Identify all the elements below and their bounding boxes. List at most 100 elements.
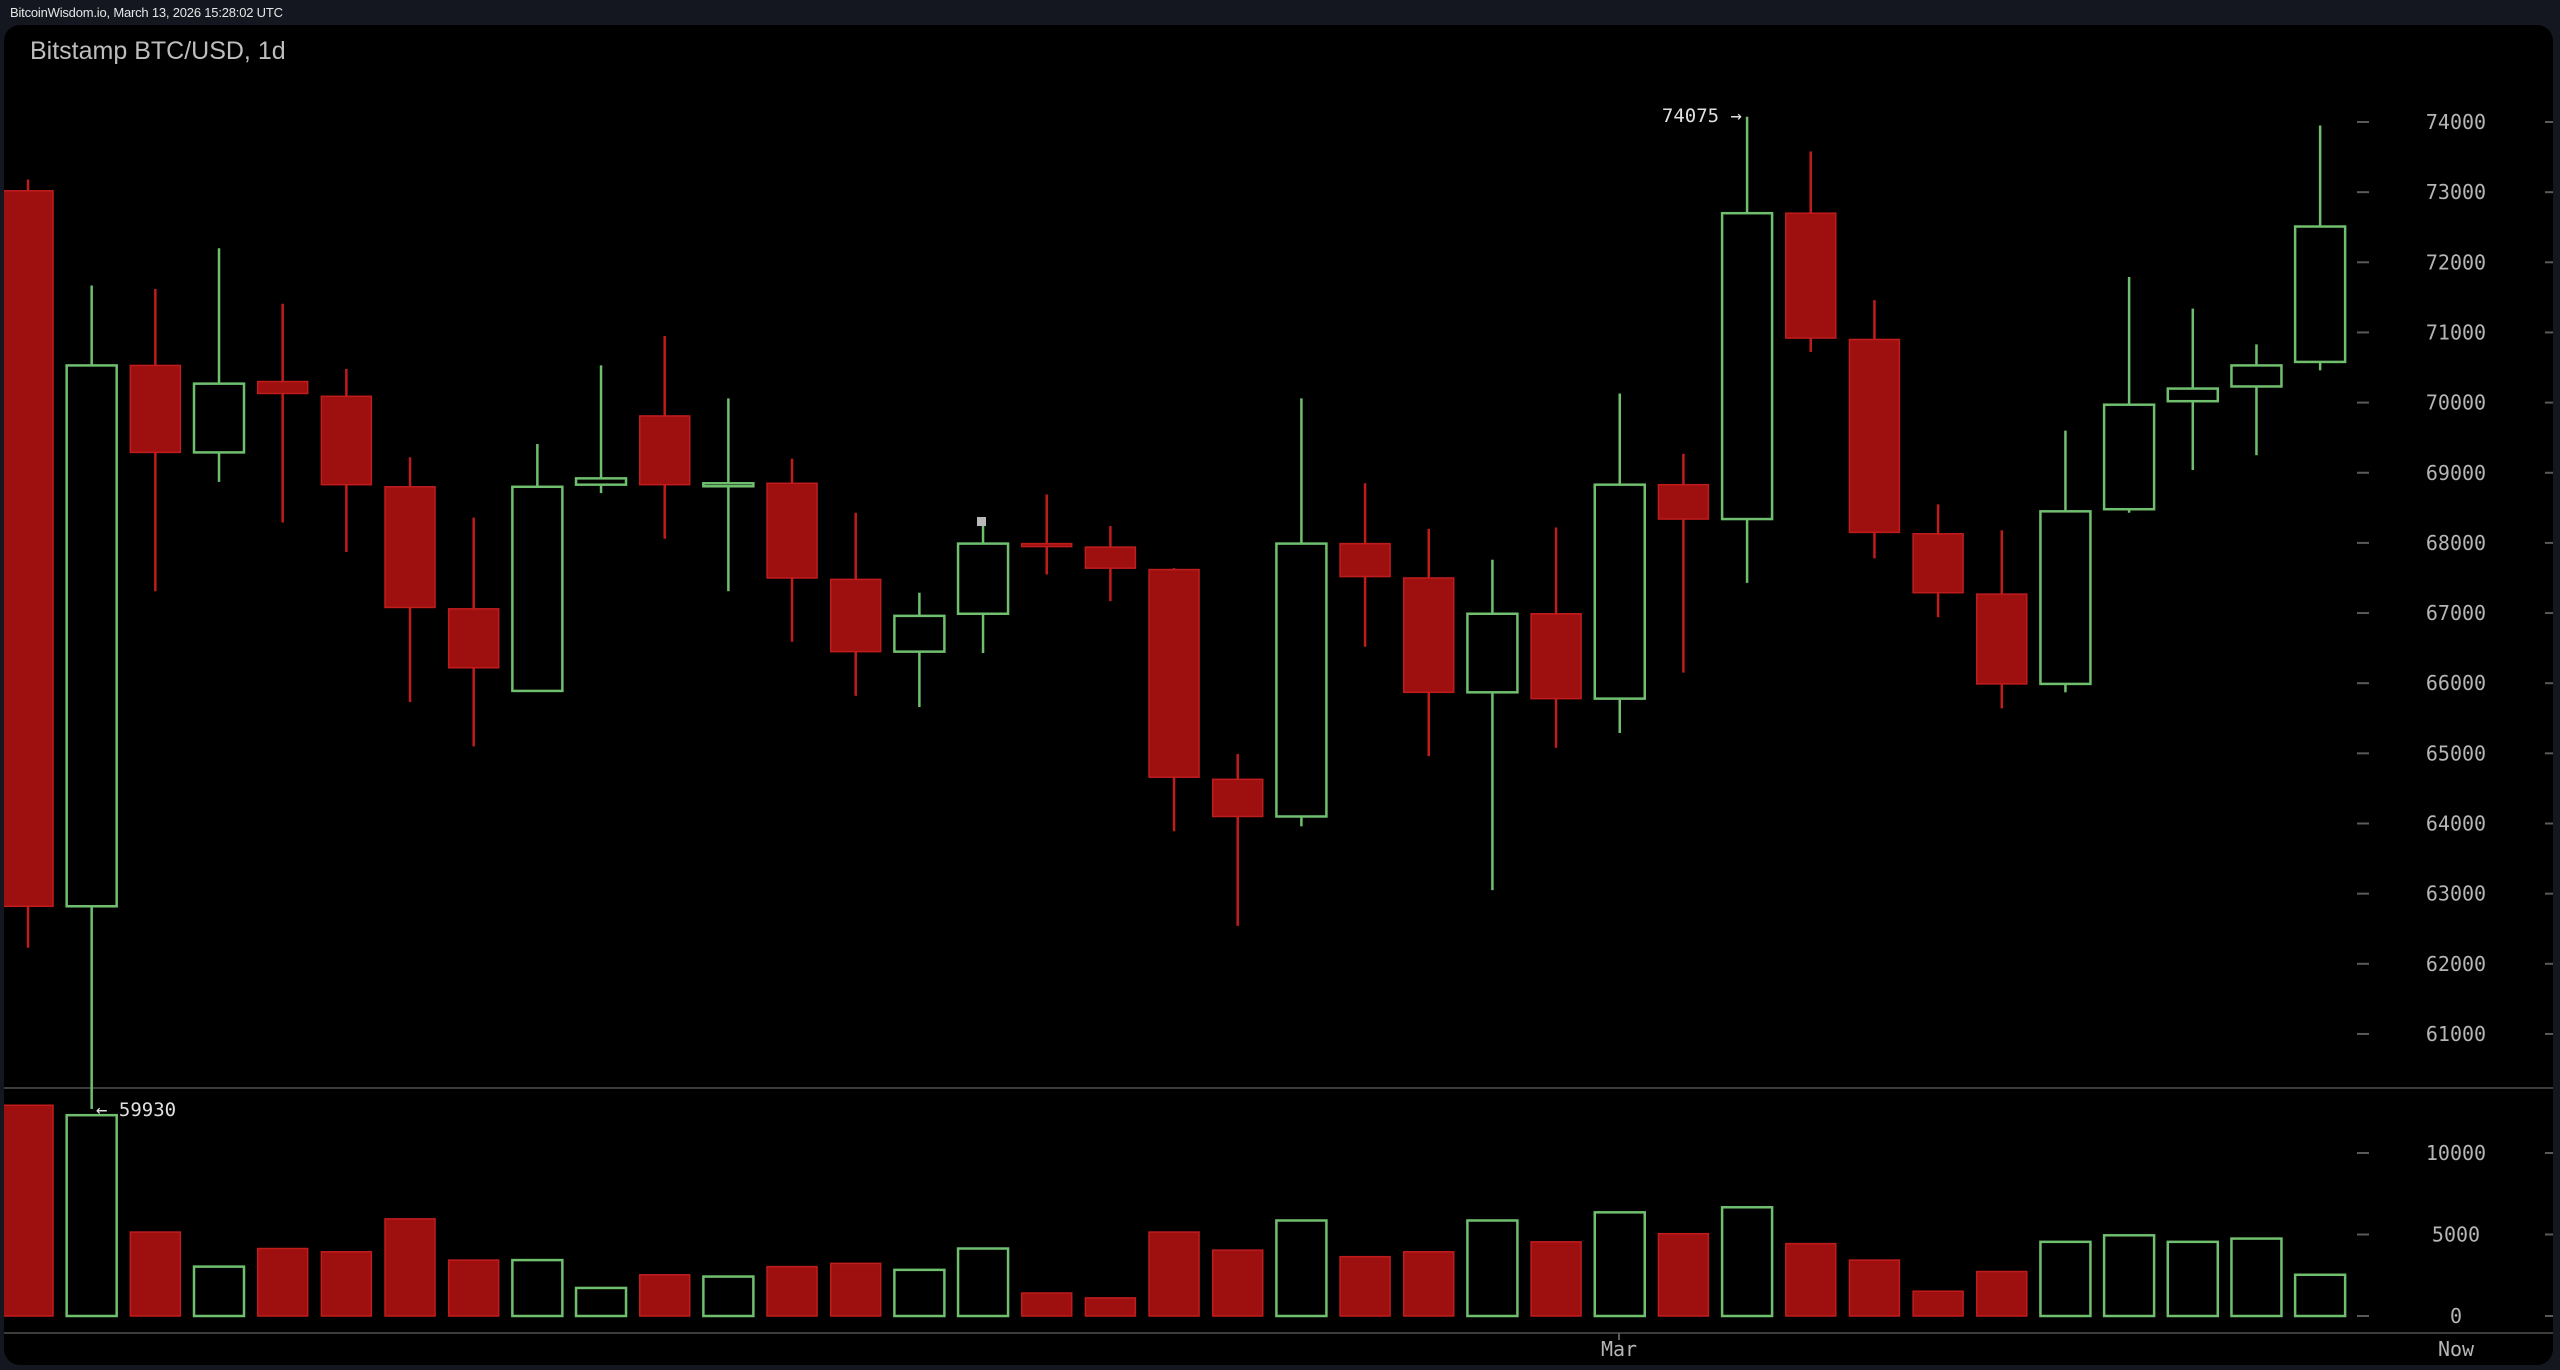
candle[interactable] bbox=[1785, 151, 1837, 353]
volume-bar bbox=[1402, 1251, 1455, 1317]
axis-labels: 74000 73000 72000 71000 70000 69000 68000 67000… bbox=[1601, 110, 2553, 1361]
candle[interactable] bbox=[1148, 568, 1200, 832]
x-tick-label: Mar bbox=[1601, 1337, 1637, 1361]
volume-bar bbox=[1275, 1219, 1328, 1318]
candle[interactable] bbox=[384, 457, 436, 703]
candle[interactable] bbox=[2166, 308, 2220, 470]
price-tick-label: 62000 bbox=[2426, 952, 2486, 976]
volume-bar bbox=[1657, 1232, 1710, 1317]
candle[interactable] bbox=[1912, 504, 1964, 618]
candle[interactable] bbox=[1720, 116, 1774, 583]
price-tick-label: 68000 bbox=[2426, 531, 2486, 555]
volume-bar bbox=[1848, 1259, 1901, 1317]
candle[interactable] bbox=[702, 398, 755, 592]
candlestick-chart[interactable]: 74000 73000 72000 71000 70000 69000 68000 67000… bbox=[4, 25, 2553, 1365]
candle[interactable] bbox=[129, 288, 182, 592]
volume-bar bbox=[702, 1275, 755, 1318]
candle[interactable] bbox=[1020, 494, 1073, 575]
volume-bar bbox=[1148, 1231, 1200, 1317]
volume-bar bbox=[1785, 1242, 1837, 1317]
volume-bar bbox=[1466, 1219, 1519, 1318]
candle[interactable] bbox=[638, 335, 691, 539]
candle[interactable] bbox=[2230, 344, 2283, 456]
candle[interactable] bbox=[256, 303, 309, 523]
candle[interactable] bbox=[1211, 754, 1264, 926]
volume-tick-label: 5000 bbox=[2432, 1223, 2480, 1247]
price-tick-label: 66000 bbox=[2426, 671, 2486, 695]
volume-bar bbox=[766, 1265, 818, 1317]
price-tick-label: 74000 bbox=[2426, 110, 2486, 134]
volume-bar bbox=[1976, 1270, 2028, 1317]
volume-bar bbox=[511, 1258, 564, 1318]
chart-grid bbox=[4, 1087, 2553, 1334]
price-tick-label: 65000 bbox=[2426, 741, 2486, 765]
volume-tick-label: 0 bbox=[2450, 1304, 2462, 1328]
candle[interactable] bbox=[1466, 559, 1519, 891]
price-tick-label: 71000 bbox=[2426, 320, 2486, 344]
candle[interactable] bbox=[956, 519, 1010, 654]
candle[interactable] bbox=[1976, 530, 2028, 709]
max-price-label: 74075 → bbox=[1662, 105, 1742, 127]
x-tick-label: Now bbox=[2438, 1337, 2475, 1361]
candle[interactable] bbox=[1593, 393, 1646, 734]
candle[interactable] bbox=[65, 285, 118, 1110]
candle[interactable] bbox=[1530, 527, 1582, 748]
volume-bar bbox=[256, 1247, 309, 1317]
candle[interactable] bbox=[1402, 528, 1455, 757]
candle[interactable] bbox=[1848, 300, 1901, 559]
volume-bar bbox=[574, 1286, 628, 1318]
volume-bar bbox=[829, 1262, 882, 1317]
candle[interactable] bbox=[893, 592, 946, 708]
candle[interactable] bbox=[192, 248, 246, 482]
volume-bar bbox=[893, 1268, 946, 1318]
candle[interactable] bbox=[511, 443, 564, 693]
chart-panel: 74000 73000 72000 71000 70000 69000 68000 67000… bbox=[4, 25, 2553, 1365]
volume-bar bbox=[1020, 1292, 1073, 1317]
volume-bar bbox=[1530, 1241, 1582, 1317]
volume-tick-label: 10000 bbox=[2426, 1141, 2486, 1165]
candle[interactable] bbox=[447, 517, 500, 747]
volume-bar bbox=[1211, 1249, 1264, 1317]
candle[interactable] bbox=[574, 365, 628, 494]
site-timestamp: BitcoinWisdom.io, March 13, 2026 15:28:0… bbox=[10, 5, 283, 20]
price-tick-label: 72000 bbox=[2426, 250, 2486, 274]
volume-bars bbox=[4, 1104, 2347, 1318]
volume-bar bbox=[1593, 1211, 1646, 1318]
candle[interactable] bbox=[1084, 526, 1137, 602]
price-tick-label: 67000 bbox=[2426, 601, 2486, 625]
candle[interactable] bbox=[1275, 398, 1328, 827]
candle[interactable] bbox=[2293, 125, 2347, 371]
candle[interactable] bbox=[766, 458, 818, 642]
candle[interactable] bbox=[2102, 277, 2156, 513]
price-tick-label: 73000 bbox=[2426, 180, 2486, 204]
candle[interactable] bbox=[2039, 430, 2092, 693]
volume-bar bbox=[384, 1218, 436, 1317]
price-tick-label: 61000 bbox=[2426, 1022, 2486, 1046]
price-tick-label: 70000 bbox=[2426, 391, 2486, 415]
hover-marker-icon bbox=[977, 517, 986, 526]
volume-bar bbox=[192, 1265, 246, 1318]
candle[interactable] bbox=[4, 179, 54, 948]
candle[interactable] bbox=[829, 512, 882, 696]
volume-bar bbox=[2166, 1240, 2220, 1318]
volume-bar bbox=[1912, 1290, 1964, 1317]
volume-bar bbox=[2230, 1237, 2283, 1318]
volume-bar bbox=[2102, 1234, 2156, 1318]
candle[interactable] bbox=[320, 368, 373, 553]
volume-bar bbox=[1084, 1297, 1137, 1317]
price-annotations: 74075 → ← 59930 bbox=[96, 105, 1742, 1121]
price-candles bbox=[4, 116, 2347, 1110]
volume-bar bbox=[320, 1251, 373, 1317]
volume-bar bbox=[129, 1231, 182, 1317]
candle[interactable] bbox=[1339, 483, 1391, 647]
price-tick-label: 63000 bbox=[2426, 882, 2486, 906]
volume-bar bbox=[638, 1274, 691, 1317]
candle[interactable] bbox=[1657, 453, 1710, 673]
volume-bar bbox=[4, 1104, 54, 1317]
volume-bar bbox=[956, 1247, 1010, 1318]
volume-bar bbox=[1720, 1206, 1774, 1318]
price-tick-label: 69000 bbox=[2426, 461, 2486, 485]
volume-bar bbox=[2293, 1273, 2347, 1318]
min-price-label: ← 59930 bbox=[96, 1099, 176, 1121]
price-tick-label: 64000 bbox=[2426, 812, 2486, 836]
